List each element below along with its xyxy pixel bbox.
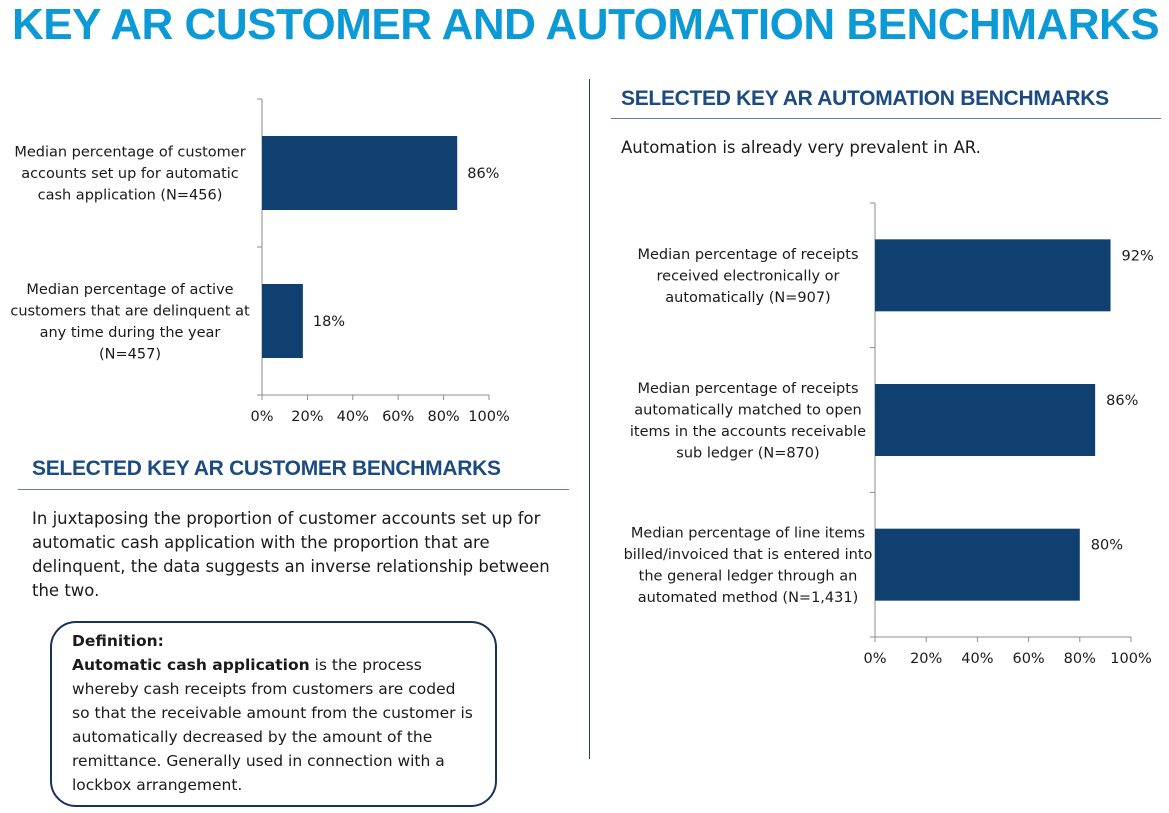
category-label: items in the accounts receivable [630, 424, 866, 440]
data-label: 18% [313, 314, 345, 330]
category-label: (N=457) [99, 346, 161, 362]
definition-term: Automatic cash application [72, 656, 310, 674]
automation-section-heading: SELECTED KEY AR AUTOMATION BENCHMARKS [621, 87, 1109, 110]
data-label: 80% [1091, 538, 1123, 554]
x-tick-label: 100% [468, 409, 509, 425]
category-label: Median percentage of receipts [637, 381, 858, 397]
bar [262, 136, 458, 210]
bar [875, 384, 1096, 456]
x-tick-label: 20% [291, 409, 323, 425]
automation-benchmarks-chart: 0% 20% 40% 60% 80% 100% 92% Median percentage o… [624, 202, 1154, 667]
x-tick-label: 80% [1064, 651, 1096, 667]
category-label: accounts set up for automatic [21, 166, 239, 182]
category-label: sub ledger (N=870) [676, 445, 819, 461]
x-tick-label: 20% [910, 651, 942, 667]
category-label: customers that are delinquent at [10, 303, 250, 319]
category-label: automatically matched to open [634, 402, 861, 418]
page-title: KEY AR CUSTOMER AND AUTOMATION BENCHMARK… [12, 0, 1160, 49]
category-label: automatically (N=907) [665, 290, 830, 306]
definition-body: is the process whereby cash receipts fro… [72, 656, 473, 794]
definition-text: Automatic cash application is the proces… [72, 653, 475, 797]
category-label: cash application (N=456) [38, 188, 223, 204]
x-tick-label: 0% [863, 651, 886, 667]
category-label: Median percentage of line items [631, 525, 865, 541]
category-label: automated method (N=1,431) [638, 590, 859, 606]
x-tick-label: 60% [1012, 651, 1044, 667]
category-label: Median percentage of receipts [637, 247, 858, 263]
category-label: Median percentage of active [26, 282, 233, 298]
definition-box: Definition: Automatic cash application i… [50, 621, 497, 807]
bar [875, 239, 1111, 312]
customer-benchmarks-chart: 0% 20% 40% 60% 80% 100% 86% Median percentage o… [10, 98, 510, 425]
x-tick-label: 100% [1110, 651, 1151, 667]
category-label: billed/invoiced that is entered into [624, 547, 873, 563]
category-label: Median percentage of customer [14, 145, 245, 161]
data-label: 86% [1106, 393, 1138, 409]
data-label: 86% [467, 166, 499, 182]
x-tick-label: 80% [427, 409, 459, 425]
category-label: the general ledger through an [639, 568, 858, 584]
bar [875, 528, 1080, 601]
category-label: any time during the year [40, 325, 221, 341]
automation-section-rule [611, 118, 1161, 119]
data-label: 92% [1122, 248, 1154, 264]
x-tick-label: 60% [382, 409, 414, 425]
customer-section-rule [18, 489, 569, 490]
column-divider [589, 79, 590, 759]
x-tick-label: 0% [250, 409, 273, 425]
bar [262, 284, 303, 358]
customer-section-text: In juxtaposing the proportion of custome… [32, 509, 550, 600]
x-tick-label: 40% [961, 651, 993, 667]
category-label: received electronically or [657, 268, 840, 284]
automation-section-subtitle: Automation is already very prevalent in … [621, 138, 981, 157]
customer-section-heading: SELECTED KEY AR CUSTOMER BENCHMARKS [32, 457, 501, 480]
definition-heading: Definition: [72, 632, 164, 650]
x-tick-label: 40% [337, 409, 369, 425]
